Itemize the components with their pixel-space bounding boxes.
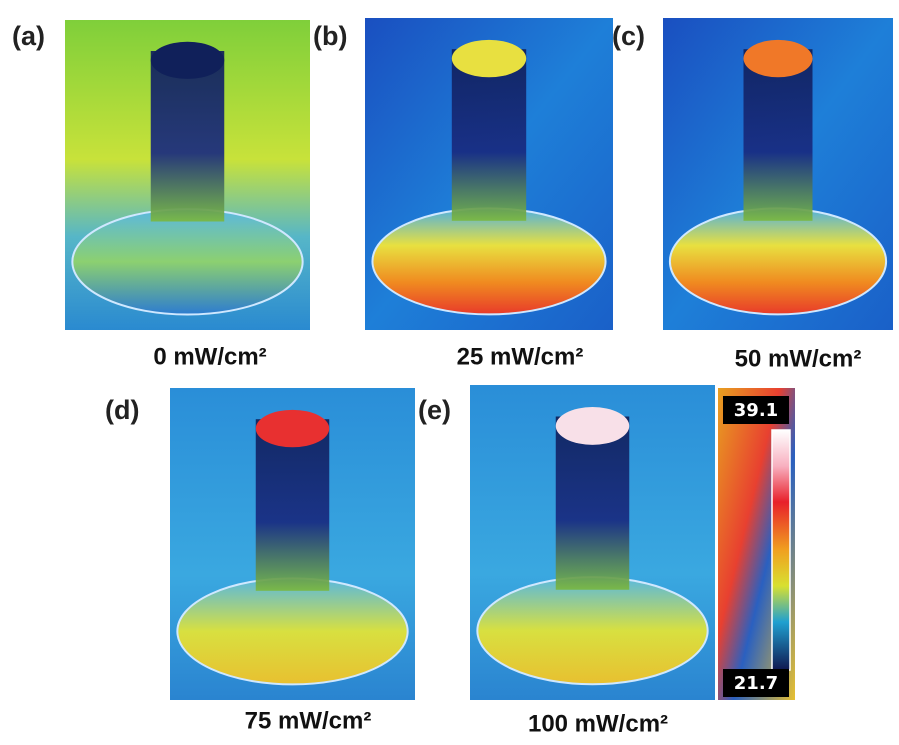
panel-label: (b) <box>313 21 347 51</box>
min-label: 21.7 <box>734 673 778 694</box>
sample-base <box>372 208 605 314</box>
panel-label: (d) <box>105 395 139 425</box>
sample-base <box>670 208 886 314</box>
panel-label: (a) <box>12 21 45 51</box>
thermal-image <box>663 18 893 330</box>
column-top <box>151 42 225 79</box>
column-top <box>744 40 813 77</box>
thermal-image <box>65 20 310 330</box>
column-top <box>256 410 330 447</box>
sample-base <box>177 578 407 684</box>
colorbar: 39.1 21.7 <box>718 388 795 700</box>
panel-caption: 100 mW/cm² <box>528 710 668 737</box>
thermal-image <box>365 18 613 330</box>
panel-label: (c) <box>612 21 645 51</box>
sample-base <box>477 577 707 684</box>
panel-caption: 75 mW/cm² <box>245 707 372 734</box>
panel-caption: 25 mW/cm² <box>457 343 584 370</box>
thermal-image <box>470 385 715 700</box>
column-top <box>556 407 630 445</box>
panel-caption: 0 mW/cm² <box>153 343 266 370</box>
sample-base <box>72 209 302 314</box>
column-top <box>452 40 526 77</box>
panel-label: (e) <box>418 395 451 425</box>
colorbar-scale <box>772 430 790 670</box>
panel-caption: 50 mW/cm² <box>735 345 862 372</box>
max-label: 39.1 <box>734 400 778 421</box>
figure: (a) 0 mW/cm² (b) 25 mW/cm² (c) 50 mW/cm² (d) 75… <box>0 0 899 745</box>
thermal-image <box>170 388 415 700</box>
